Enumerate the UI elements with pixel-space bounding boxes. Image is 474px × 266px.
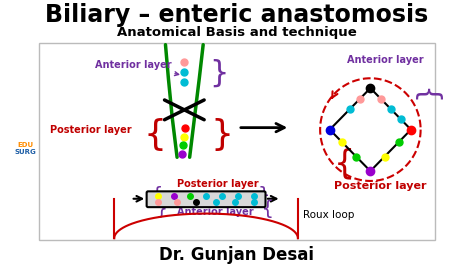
Text: Posterior layer: Posterior layer: [334, 181, 426, 191]
Text: }: }: [257, 197, 270, 216]
Text: {: {: [151, 185, 164, 204]
Text: }: }: [209, 59, 228, 88]
Text: SURG: SURG: [15, 149, 36, 155]
Text: }: }: [211, 118, 234, 152]
FancyBboxPatch shape: [39, 43, 435, 240]
Text: Biliary – enteric anastomosis: Biliary – enteric anastomosis: [46, 3, 428, 27]
Text: Dr. Gunjan Desai: Dr. Gunjan Desai: [159, 246, 315, 264]
Text: Roux loop: Roux loop: [303, 210, 354, 221]
Text: Anterior layer: Anterior layer: [177, 206, 254, 217]
Text: }: }: [257, 185, 270, 204]
FancyBboxPatch shape: [146, 191, 265, 207]
Text: {: {: [143, 118, 166, 152]
Text: {: {: [151, 197, 164, 216]
Text: {: {: [334, 148, 355, 181]
Text: Posterior layer: Posterior layer: [177, 179, 259, 189]
Text: Anatomical Basis and technique: Anatomical Basis and technique: [117, 26, 357, 39]
Text: EDU: EDU: [17, 142, 33, 148]
Text: Anterior layer: Anterior layer: [95, 60, 179, 76]
Text: Posterior layer: Posterior layer: [50, 124, 132, 135]
Text: Anterior layer: Anterior layer: [347, 55, 424, 65]
Text: }: }: [414, 81, 442, 99]
